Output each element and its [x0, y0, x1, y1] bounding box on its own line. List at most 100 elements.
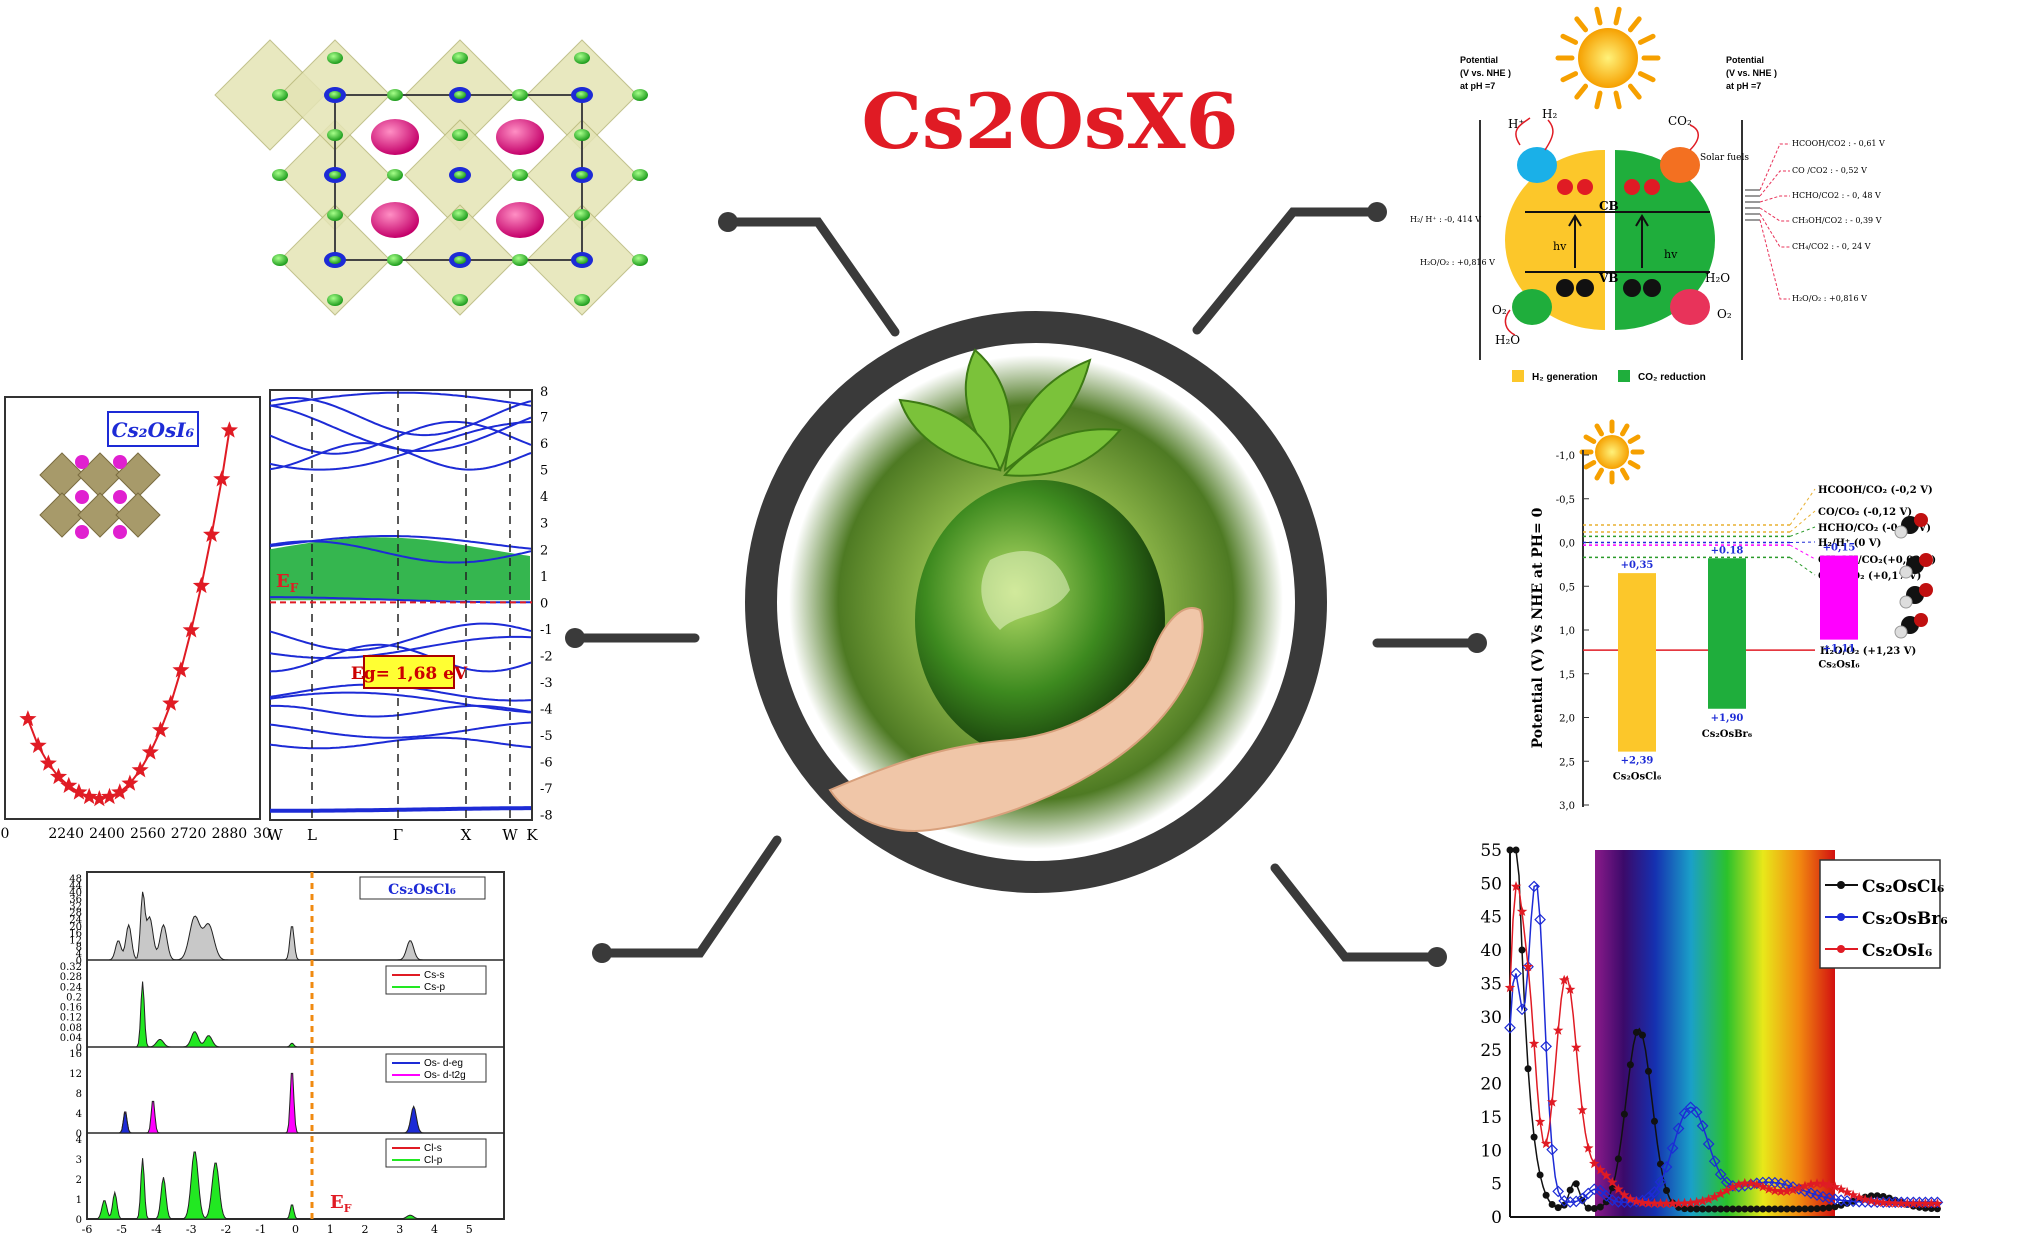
dos-legend-label: Os- d-t2g — [424, 1070, 466, 1081]
abs-point — [1528, 1038, 1540, 1049]
os-atom-core — [454, 256, 466, 264]
halogen-atom — [272, 254, 288, 266]
eos-x-tick: 2560 — [130, 826, 166, 842]
abs-point — [1584, 1204, 1592, 1212]
abs-point — [1570, 1195, 1583, 1208]
dos-curve — [87, 1105, 504, 1134]
sun-ray — [1627, 83, 1642, 100]
band-line — [269, 442, 532, 471]
abs-point — [1691, 1196, 1702, 1207]
halogen-atom — [387, 169, 403, 181]
abs-point — [1649, 1198, 1660, 1208]
abs-point — [1660, 1161, 1673, 1173]
abs-point — [1715, 1188, 1726, 1199]
redox-level-label: CH₃OH/CO₂(+0,03 V) — [1818, 555, 1936, 566]
abs-point — [1636, 1194, 1649, 1207]
band-y-tick: -2 — [540, 649, 553, 664]
abs-point — [1739, 1177, 1750, 1188]
halogen-atom — [452, 52, 468, 64]
band-line — [269, 635, 532, 660]
halogen-atom — [387, 254, 403, 266]
abs-point — [1769, 1185, 1781, 1196]
abs-point — [1548, 1200, 1556, 1208]
cs-atom — [496, 202, 544, 238]
abs-point — [1890, 1197, 1901, 1208]
abs-point — [1771, 1205, 1779, 1213]
dos-x-tick: -5 — [116, 1223, 127, 1235]
sun-ray — [1574, 83, 1589, 100]
band-y-tick: -6 — [540, 756, 553, 771]
abs-point — [1625, 1193, 1636, 1204]
sun-ray — [1637, 71, 1656, 83]
abs-point — [1753, 1205, 1761, 1213]
abs-y-tick: 20 — [1480, 1075, 1502, 1095]
abs-point — [1703, 1193, 1714, 1204]
abs-point — [1847, 1189, 1859, 1200]
dos-x-tick: -2 — [221, 1223, 232, 1235]
mini-octahedron — [39, 492, 85, 538]
abs-point — [1589, 1158, 1600, 1169]
abs-point — [1678, 1107, 1691, 1120]
abs-point — [1853, 1192, 1865, 1202]
dos-legend-label: Os- d-eg — [424, 1058, 463, 1069]
band-line — [269, 736, 532, 750]
abs-legend-label: Cs₂OsBr₆ — [1862, 909, 1948, 929]
os-atom-core — [329, 171, 341, 179]
abs-point — [1506, 846, 1514, 854]
abs-legend-label: Cs₂OsCl₆ — [1862, 877, 1944, 897]
dos-legend-label: Cs-s — [424, 970, 445, 981]
hv-label-left: hv — [1553, 240, 1567, 253]
edge-y-tick: 3,0 — [1559, 801, 1575, 812]
band-y-tick: 2 — [540, 543, 548, 558]
sun-ray — [1620, 467, 1630, 481]
solar-fuels-label: Solar fuels — [1700, 153, 1749, 163]
dos-y-tick: 8 — [76, 942, 82, 953]
abs-point — [1807, 1205, 1815, 1213]
abs-point — [1693, 1205, 1701, 1213]
vb-edge-label: +1,11 — [1823, 644, 1856, 655]
eos-point — [131, 761, 149, 778]
abs-point — [1643, 1197, 1654, 1208]
halogen-atom — [327, 129, 343, 141]
mini-octahedron — [77, 492, 123, 538]
abs-point — [1825, 1204, 1833, 1212]
abs-point — [1831, 1203, 1839, 1211]
abs-point — [1711, 1205, 1719, 1213]
abs-point — [1914, 1198, 1925, 1209]
abs-point — [1644, 1067, 1652, 1075]
molecule-icon — [1919, 553, 1933, 567]
redox-level-label: HCOOH/CO₂ (-0,2 V) — [1818, 485, 1933, 496]
abs-point — [1672, 1122, 1685, 1135]
band-line — [269, 643, 532, 673]
eos-point — [50, 767, 68, 785]
eos-x-tick: 2880 — [212, 826, 248, 842]
sun-ray — [1613, 90, 1622, 110]
abs-point — [1576, 1192, 1589, 1205]
abs-legend-label: Cs₂OsI₆ — [1862, 941, 1932, 961]
abs-point — [1558, 974, 1570, 985]
abs-point — [1666, 1142, 1679, 1154]
h2o-label-left: H₂O — [1495, 333, 1520, 347]
band-y-tick: 8 — [540, 385, 548, 400]
halogen-atom — [632, 89, 648, 101]
os-atom-core — [576, 171, 588, 179]
halogen-atom — [574, 294, 590, 306]
dos-curve — [87, 891, 504, 961]
sun-ray — [1583, 460, 1597, 470]
dos-legend-label: Cl-p — [424, 1155, 443, 1166]
abs-point — [1799, 1180, 1811, 1191]
cs-atom — [371, 119, 419, 155]
band-line — [269, 397, 532, 437]
redox-level-connector — [1789, 544, 1816, 560]
abs-point — [1787, 1184, 1799, 1195]
abs-point — [1534, 1116, 1546, 1127]
band-edge-bar — [1618, 573, 1656, 752]
redox-level-label: CO/CO₂ (-0,12 V) — [1818, 507, 1912, 518]
edge-y-tick: -0,5 — [1556, 495, 1575, 506]
halogen-atom — [452, 129, 468, 141]
band-k-label: W — [502, 826, 518, 844]
vb-label: VB — [1598, 271, 1618, 285]
abs-y-tick: 55 — [1480, 841, 1502, 861]
dos-legend-label: Cs-p — [424, 982, 446, 993]
abs-point — [1667, 1198, 1678, 1208]
